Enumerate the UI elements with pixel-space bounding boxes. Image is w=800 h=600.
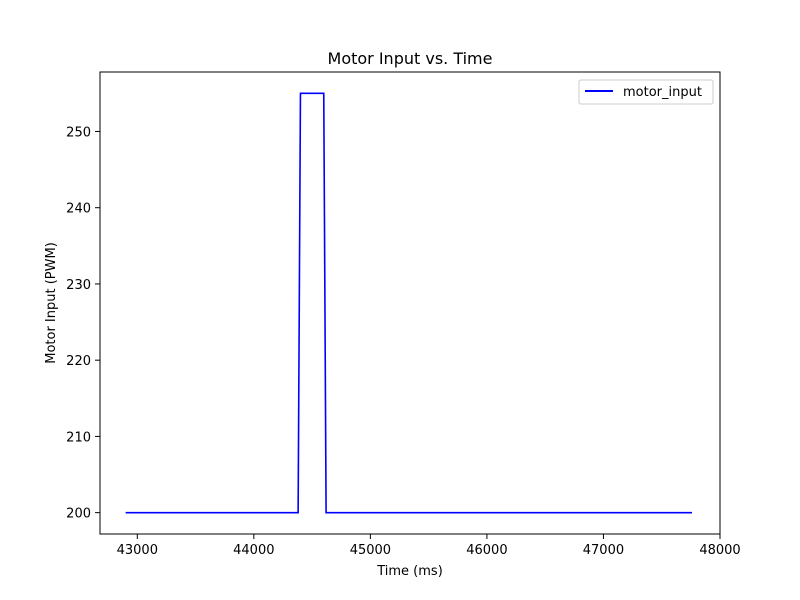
x-tick-label: 46000: [466, 543, 507, 558]
x-tick-label: 44000: [233, 543, 274, 558]
series-line-motor_input: [125, 92, 693, 514]
legend: motor_input: [578, 79, 714, 105]
x-tick-label: 47000: [583, 543, 624, 558]
y-tick-label: 210: [66, 430, 91, 445]
y-tick-label: 240: [66, 202, 91, 217]
y-axis-label: Motor Input (PWM): [44, 242, 59, 364]
y-axis-ticks: 200 210 220 230 240 250: [66, 125, 100, 522]
legend-box: [578, 79, 714, 105]
chart-title: Motor Input vs. Time: [328, 49, 493, 68]
y-tick-label: 200: [66, 507, 91, 522]
y-tick-label: 250: [66, 125, 91, 140]
legend-label: motor_input: [623, 85, 702, 100]
plot-area: [99, 71, 721, 535]
y-tick-label: 220: [66, 354, 91, 369]
series-layer: [125, 92, 693, 514]
y-tick-label: 230: [66, 278, 91, 293]
x-axis-label: Time (ms): [376, 564, 443, 579]
x-tick-label: 48000: [699, 543, 740, 558]
x-tick-label: 45000: [350, 543, 391, 558]
x-axis-ticks: 43000 44000 45000 46000 47000 48000: [117, 534, 741, 558]
x-tick-label: 43000: [117, 543, 158, 558]
